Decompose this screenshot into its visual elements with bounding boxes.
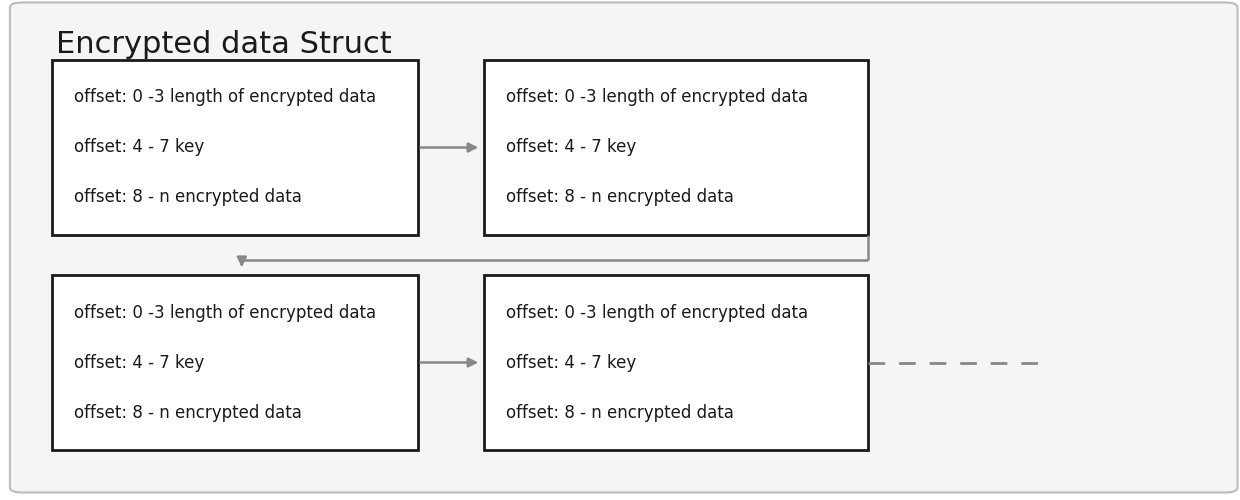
Text: offset: 4 - 7 key: offset: 4 - 7 key (506, 138, 636, 156)
Text: Encrypted data Struct: Encrypted data Struct (56, 30, 392, 59)
Text: offset: 8 - n encrypted data: offset: 8 - n encrypted data (74, 188, 303, 206)
Text: offset: 0 -3 length of encrypted data: offset: 0 -3 length of encrypted data (74, 304, 377, 322)
FancyBboxPatch shape (10, 2, 1238, 492)
Text: offset: 0 -3 length of encrypted data: offset: 0 -3 length of encrypted data (74, 88, 377, 106)
Text: offset: 4 - 7 key: offset: 4 - 7 key (74, 354, 205, 372)
Text: offset: 0 -3 length of encrypted data: offset: 0 -3 length of encrypted data (506, 88, 808, 106)
FancyBboxPatch shape (52, 275, 418, 450)
FancyBboxPatch shape (484, 60, 868, 235)
Text: offset: 4 - 7 key: offset: 4 - 7 key (74, 138, 205, 156)
Text: offset: 8 - n encrypted data: offset: 8 - n encrypted data (506, 404, 734, 421)
Text: offset: 8 - n encrypted data: offset: 8 - n encrypted data (506, 188, 734, 206)
Text: offset: 0 -3 length of encrypted data: offset: 0 -3 length of encrypted data (506, 304, 808, 322)
FancyBboxPatch shape (52, 60, 418, 235)
Text: offset: 8 - n encrypted data: offset: 8 - n encrypted data (74, 404, 303, 421)
FancyBboxPatch shape (484, 275, 868, 450)
Text: offset: 4 - 7 key: offset: 4 - 7 key (506, 354, 636, 372)
